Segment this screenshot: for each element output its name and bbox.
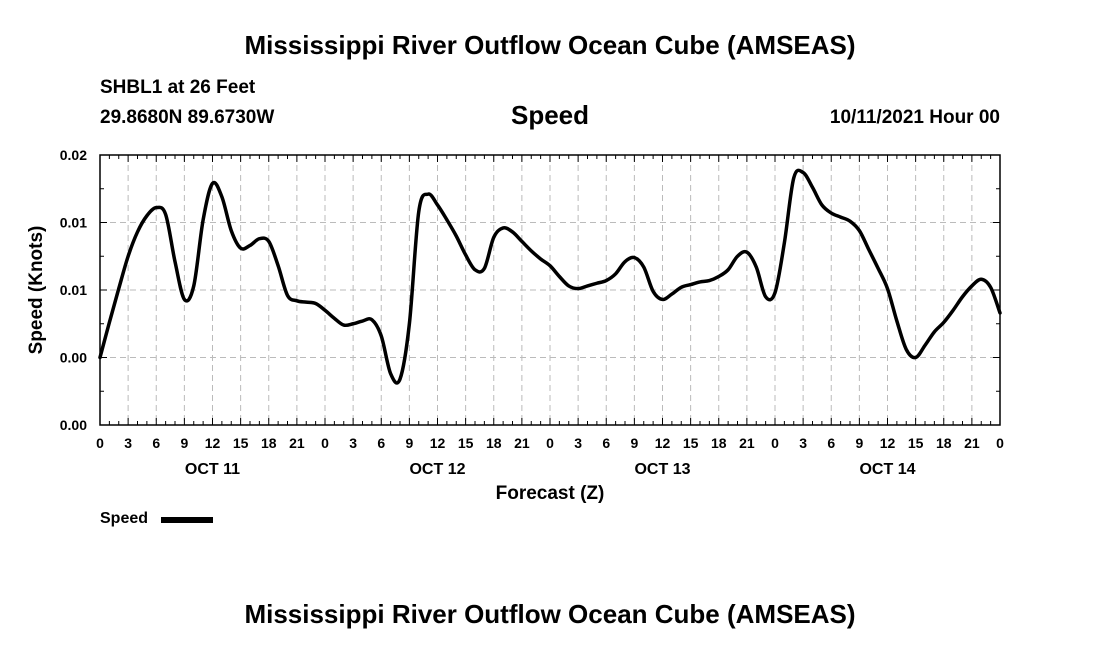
- y-axis-label: Speed (Knots): [26, 226, 47, 355]
- legend-line-swatch: [161, 517, 213, 523]
- x-tick-label: 0: [996, 435, 1004, 451]
- legend-label: Speed: [100, 510, 149, 527]
- x-tick-label: 12: [880, 435, 896, 451]
- station-coordinates: 29.8680N 89.6730W: [100, 107, 275, 128]
- x-tick-label: 9: [630, 435, 638, 451]
- x-tick-label: 15: [683, 435, 699, 451]
- y-tick-label: 0.01: [60, 282, 87, 298]
- x-tick-label: 3: [799, 435, 807, 451]
- x-tick-label: 18: [711, 435, 727, 451]
- x-tick-label: 6: [827, 435, 835, 451]
- station-label: SHBL1 at 26 Feet: [100, 77, 256, 98]
- axes: 0 3 6 9 12 15 18 21 0 3 6 9 12 15 18 21 0 3 6 9 12 15 18 21 0 3 6 9…: [60, 147, 1004, 478]
- x-tick-label: 15: [233, 435, 249, 451]
- y-tick-label: 0.01: [60, 215, 87, 231]
- x-tick-label: 6: [152, 435, 160, 451]
- y-tick-label: 0.02: [60, 147, 87, 163]
- chart-main-title: Mississippi River Outflow Ocean Cube (AM…: [244, 30, 856, 60]
- x-tick-label: 12: [430, 435, 446, 451]
- x-axis-label: Forecast (Z): [495, 483, 605, 504]
- series-line-speed: [98, 168, 1002, 385]
- x-tick-label: 0: [771, 435, 779, 451]
- x-tick-label: 21: [289, 435, 305, 451]
- x-tick-label: 12: [205, 435, 221, 451]
- x-tick-label: 18: [936, 435, 952, 451]
- x-date-label: OCT 12: [409, 461, 465, 478]
- x-tick-label: 18: [486, 435, 502, 451]
- y-tick-label: 0.00: [60, 417, 87, 433]
- gridlines: [100, 155, 1000, 425]
- x-tick-label: 21: [964, 435, 980, 451]
- x-tick-label: 0: [96, 435, 104, 451]
- x-tick-label: 6: [377, 435, 385, 451]
- x-tick-label: 15: [908, 435, 924, 451]
- x-tick-label: 9: [180, 435, 188, 451]
- x-date-label: OCT 11: [185, 461, 240, 478]
- x-tick-label: 12: [655, 435, 671, 451]
- x-tick-label: 9: [405, 435, 413, 451]
- x-tick-label: 9: [855, 435, 863, 451]
- series-layer: [98, 168, 1002, 385]
- x-tick-label: 0: [321, 435, 329, 451]
- x-tick-label: 3: [574, 435, 582, 451]
- forecast-datetime: 10/11/2021 Hour 00: [829, 107, 1000, 128]
- x-date-label: OCT 13: [634, 461, 690, 478]
- x-tick-label: 3: [349, 435, 357, 451]
- y-tick-label: 0.00: [60, 350, 87, 366]
- x-tick-label: 15: [458, 435, 474, 451]
- x-tick-label: 21: [514, 435, 530, 451]
- x-tick-label: 18: [261, 435, 277, 451]
- x-tick-label: 6: [602, 435, 610, 451]
- x-tick-label: 3: [124, 435, 132, 451]
- chart-footer-title: Mississippi River Outflow Ocean Cube (AM…: [244, 599, 856, 629]
- x-date-label: OCT 14: [859, 461, 915, 478]
- variable-title: Speed: [510, 100, 590, 130]
- x-tick-label: 21: [739, 435, 755, 451]
- x-tick-label: 0: [546, 435, 554, 451]
